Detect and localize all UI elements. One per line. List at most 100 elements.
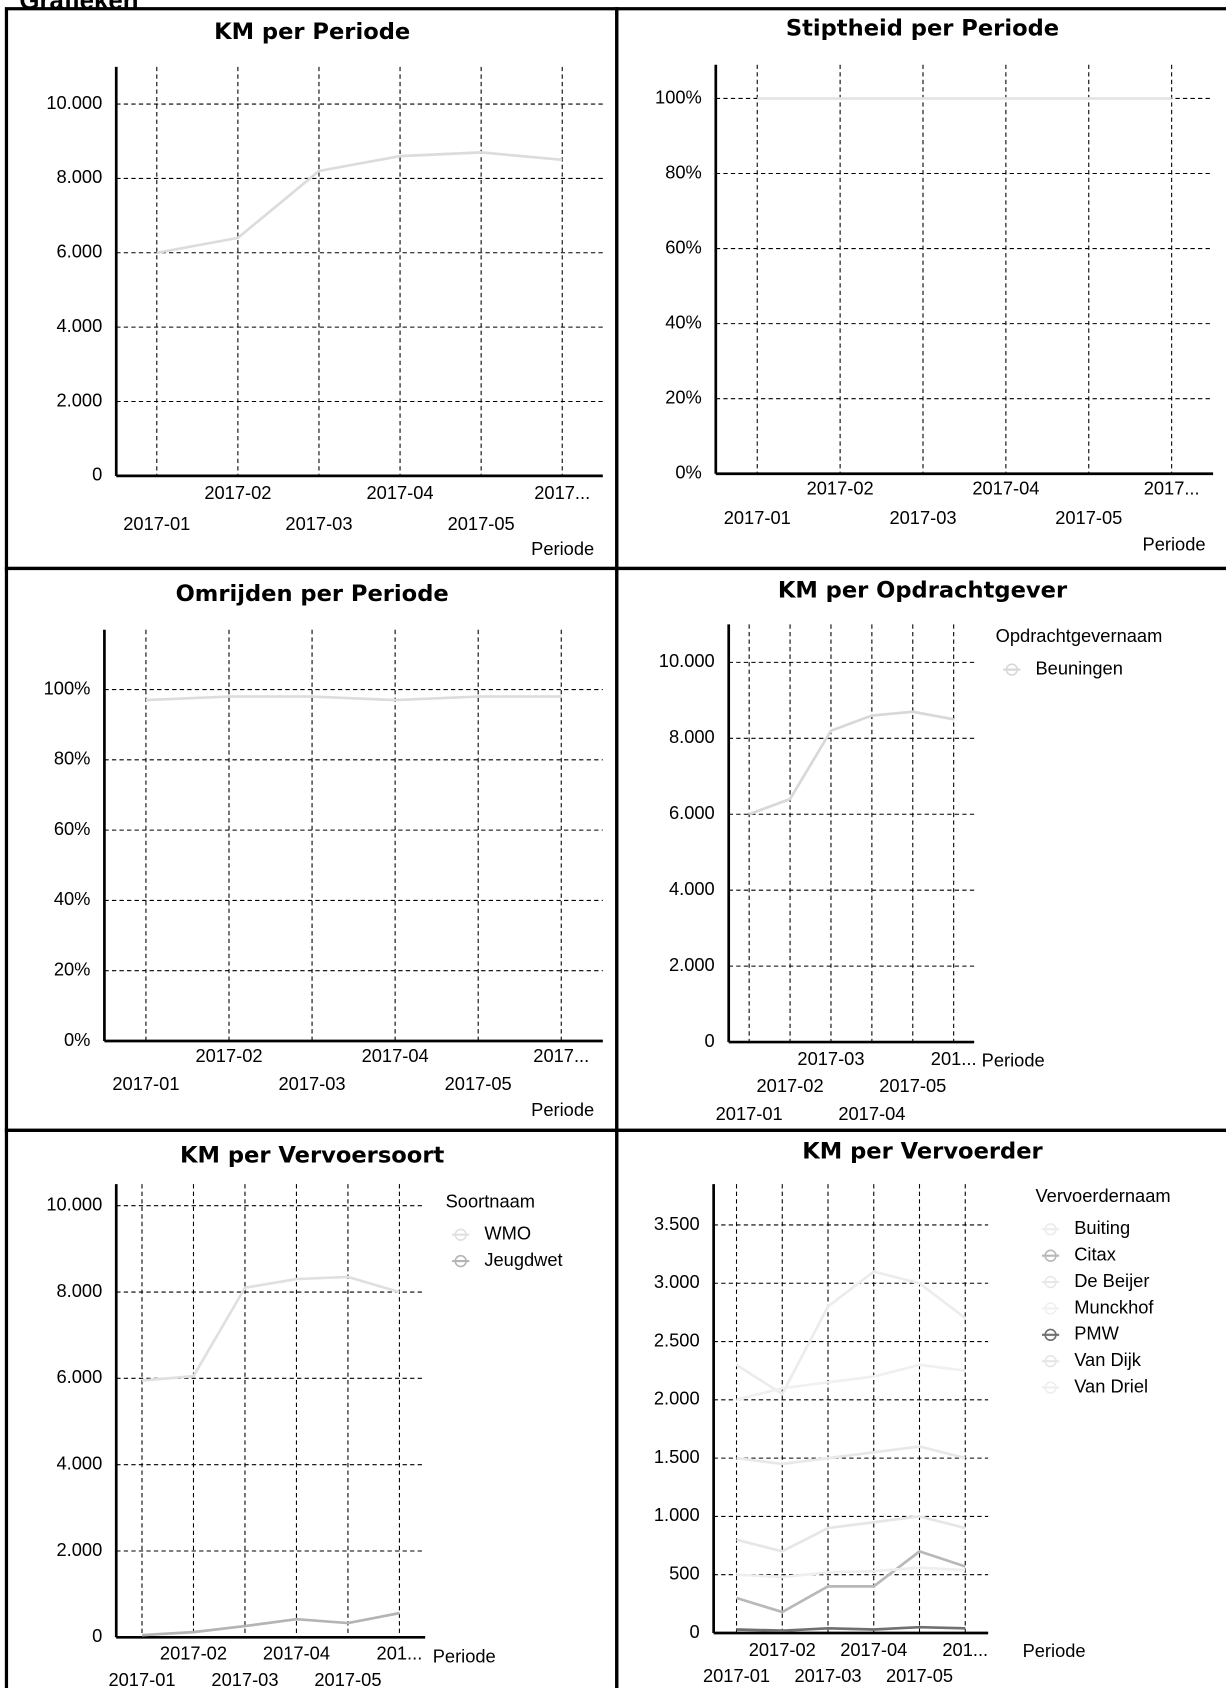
x-tick-label: 2017-04 xyxy=(362,1045,429,1066)
x-tick-label: 2017-02 xyxy=(807,478,874,499)
y-tick-label: 80% xyxy=(665,161,702,182)
x-tick-label: 2017-05 xyxy=(314,1669,381,1688)
legend-symbol xyxy=(1044,1355,1057,1368)
y-tick-label: 2.000 xyxy=(654,1388,700,1409)
x-tick-label: 2017-05 xyxy=(448,513,515,534)
legend-label: WMO xyxy=(484,1223,531,1244)
chart-title: KM per Opdrachtgever xyxy=(778,578,1068,604)
y-tick-label: 0 xyxy=(92,464,102,485)
series-line xyxy=(141,1611,400,1637)
legend-title: Vervoerdernaam xyxy=(1035,1185,1170,1206)
panel xyxy=(615,7,1226,571)
legend-label: Munckhof xyxy=(1074,1296,1154,1317)
series-line xyxy=(141,1275,400,1382)
chart-title: Stiptheid per Periode xyxy=(786,16,1059,42)
legend-label: Van Driel xyxy=(1074,1375,1148,1396)
y-tick-label: 8.000 xyxy=(57,1280,103,1301)
y-tick-label: 3.000 xyxy=(654,1271,700,1292)
legend-label: Van Dijk xyxy=(1074,1349,1142,1370)
x-tick-label: 2017-02 xyxy=(195,1045,262,1066)
legend-title: Soortnaam xyxy=(446,1190,535,1211)
x-tick-label: 2017-05 xyxy=(886,1665,953,1686)
x-tick-label: 2017-02 xyxy=(160,1642,227,1663)
chart-title: KM per Vervoerder xyxy=(802,1138,1043,1164)
series-line xyxy=(736,1625,966,1633)
x-tick-label: 201... xyxy=(942,1639,988,1660)
y-tick-label: 100% xyxy=(655,86,702,107)
x-tick-label: 2017-05 xyxy=(445,1073,512,1094)
legend-symbol xyxy=(454,1254,467,1268)
y-tick-label: 60% xyxy=(54,818,91,839)
y-tick-label: 0 xyxy=(92,1625,102,1646)
legend-symbol xyxy=(1044,1249,1057,1262)
y-tick-label: 6.000 xyxy=(57,241,103,262)
legend-label: Jeugdwet xyxy=(484,1249,562,1270)
x-tick-label: 2017-04 xyxy=(840,1639,907,1660)
x-tick-label: 2017-03 xyxy=(279,1073,346,1094)
x-axis-title: Periode xyxy=(433,1646,496,1667)
x-tick-label: 2017-01 xyxy=(112,1073,179,1094)
y-tick-label: 20% xyxy=(665,387,702,408)
y-tick-label: 10.000 xyxy=(659,650,715,671)
legend-symbol xyxy=(1044,1328,1057,1342)
series-line xyxy=(156,151,563,255)
y-tick-label: 20% xyxy=(54,959,91,980)
y-tick-label: 4.000 xyxy=(669,878,715,899)
series-line xyxy=(736,1515,966,1553)
y-tick-label: 40% xyxy=(665,311,702,332)
x-tick-label: 2017-01 xyxy=(108,1669,175,1688)
legend-label: Citax xyxy=(1074,1244,1116,1265)
x-tick-label: 2017-05 xyxy=(879,1075,946,1096)
y-tick-label: 100% xyxy=(44,677,91,698)
x-tick-label: 2017-01 xyxy=(703,1665,770,1686)
y-tick-label: 1.500 xyxy=(654,1446,700,1467)
legend-symbol xyxy=(1044,1381,1057,1394)
x-tick-label: 2017-04 xyxy=(367,482,434,503)
y-tick-label: 2.000 xyxy=(669,954,715,975)
legend-title: Opdrachtgevernaam xyxy=(996,625,1163,646)
x-axis-title: Periode xyxy=(531,538,594,559)
chart-title: KM per Vervoersoort xyxy=(180,1143,444,1169)
x-axis-title: Periode xyxy=(1023,1640,1086,1661)
legend-label: Buiting xyxy=(1074,1217,1130,1238)
x-tick-label: 2017-01 xyxy=(716,1103,783,1124)
y-tick-label: 8.000 xyxy=(57,166,103,187)
series-line xyxy=(736,1445,966,1466)
legend-symbol xyxy=(454,1228,467,1241)
series-line xyxy=(736,1549,966,1614)
legend-symbol xyxy=(1005,663,1018,676)
chart-title: Omrijden per Periode xyxy=(176,581,449,607)
y-tick-label: 4.000 xyxy=(57,1452,103,1473)
y-tick-label: 10.000 xyxy=(46,92,102,113)
y-tick-label: 0 xyxy=(689,1621,699,1642)
y-tick-label: 8.000 xyxy=(669,726,715,747)
legend-symbol xyxy=(1044,1275,1057,1289)
x-tick-label: 2017-02 xyxy=(749,1639,816,1660)
x-tick-label: 201... xyxy=(377,1642,423,1663)
legend-label: De Beijer xyxy=(1074,1270,1149,1291)
x-tick-label: 2017-01 xyxy=(123,513,190,534)
legend-symbol xyxy=(1044,1302,1057,1315)
series-line xyxy=(748,710,954,816)
series-line xyxy=(736,1363,966,1402)
x-tick-label: 201... xyxy=(931,1048,977,1069)
panel xyxy=(615,1128,1226,1688)
x-tick-label: 2017-03 xyxy=(211,1669,278,1688)
y-tick-label: 0% xyxy=(64,1029,90,1050)
y-tick-label: 60% xyxy=(665,236,702,257)
x-axis-title: Periode xyxy=(1143,534,1206,555)
y-tick-label: 2.500 xyxy=(654,1329,700,1350)
x-axis-title: Periode xyxy=(982,1049,1045,1070)
legend-symbol xyxy=(1044,1223,1057,1236)
series-line xyxy=(735,1270,967,1396)
y-tick-label: 2.000 xyxy=(57,1539,103,1560)
y-tick-label: 0 xyxy=(705,1030,715,1051)
y-tick-label: 6.000 xyxy=(57,1366,103,1387)
series-line xyxy=(736,1566,966,1579)
legend-label: PMW xyxy=(1074,1323,1119,1344)
x-tick-label: 2017-03 xyxy=(797,1048,864,1069)
x-tick-label: 2017-03 xyxy=(285,513,352,534)
x-tick-label: 2017-04 xyxy=(263,1642,330,1663)
